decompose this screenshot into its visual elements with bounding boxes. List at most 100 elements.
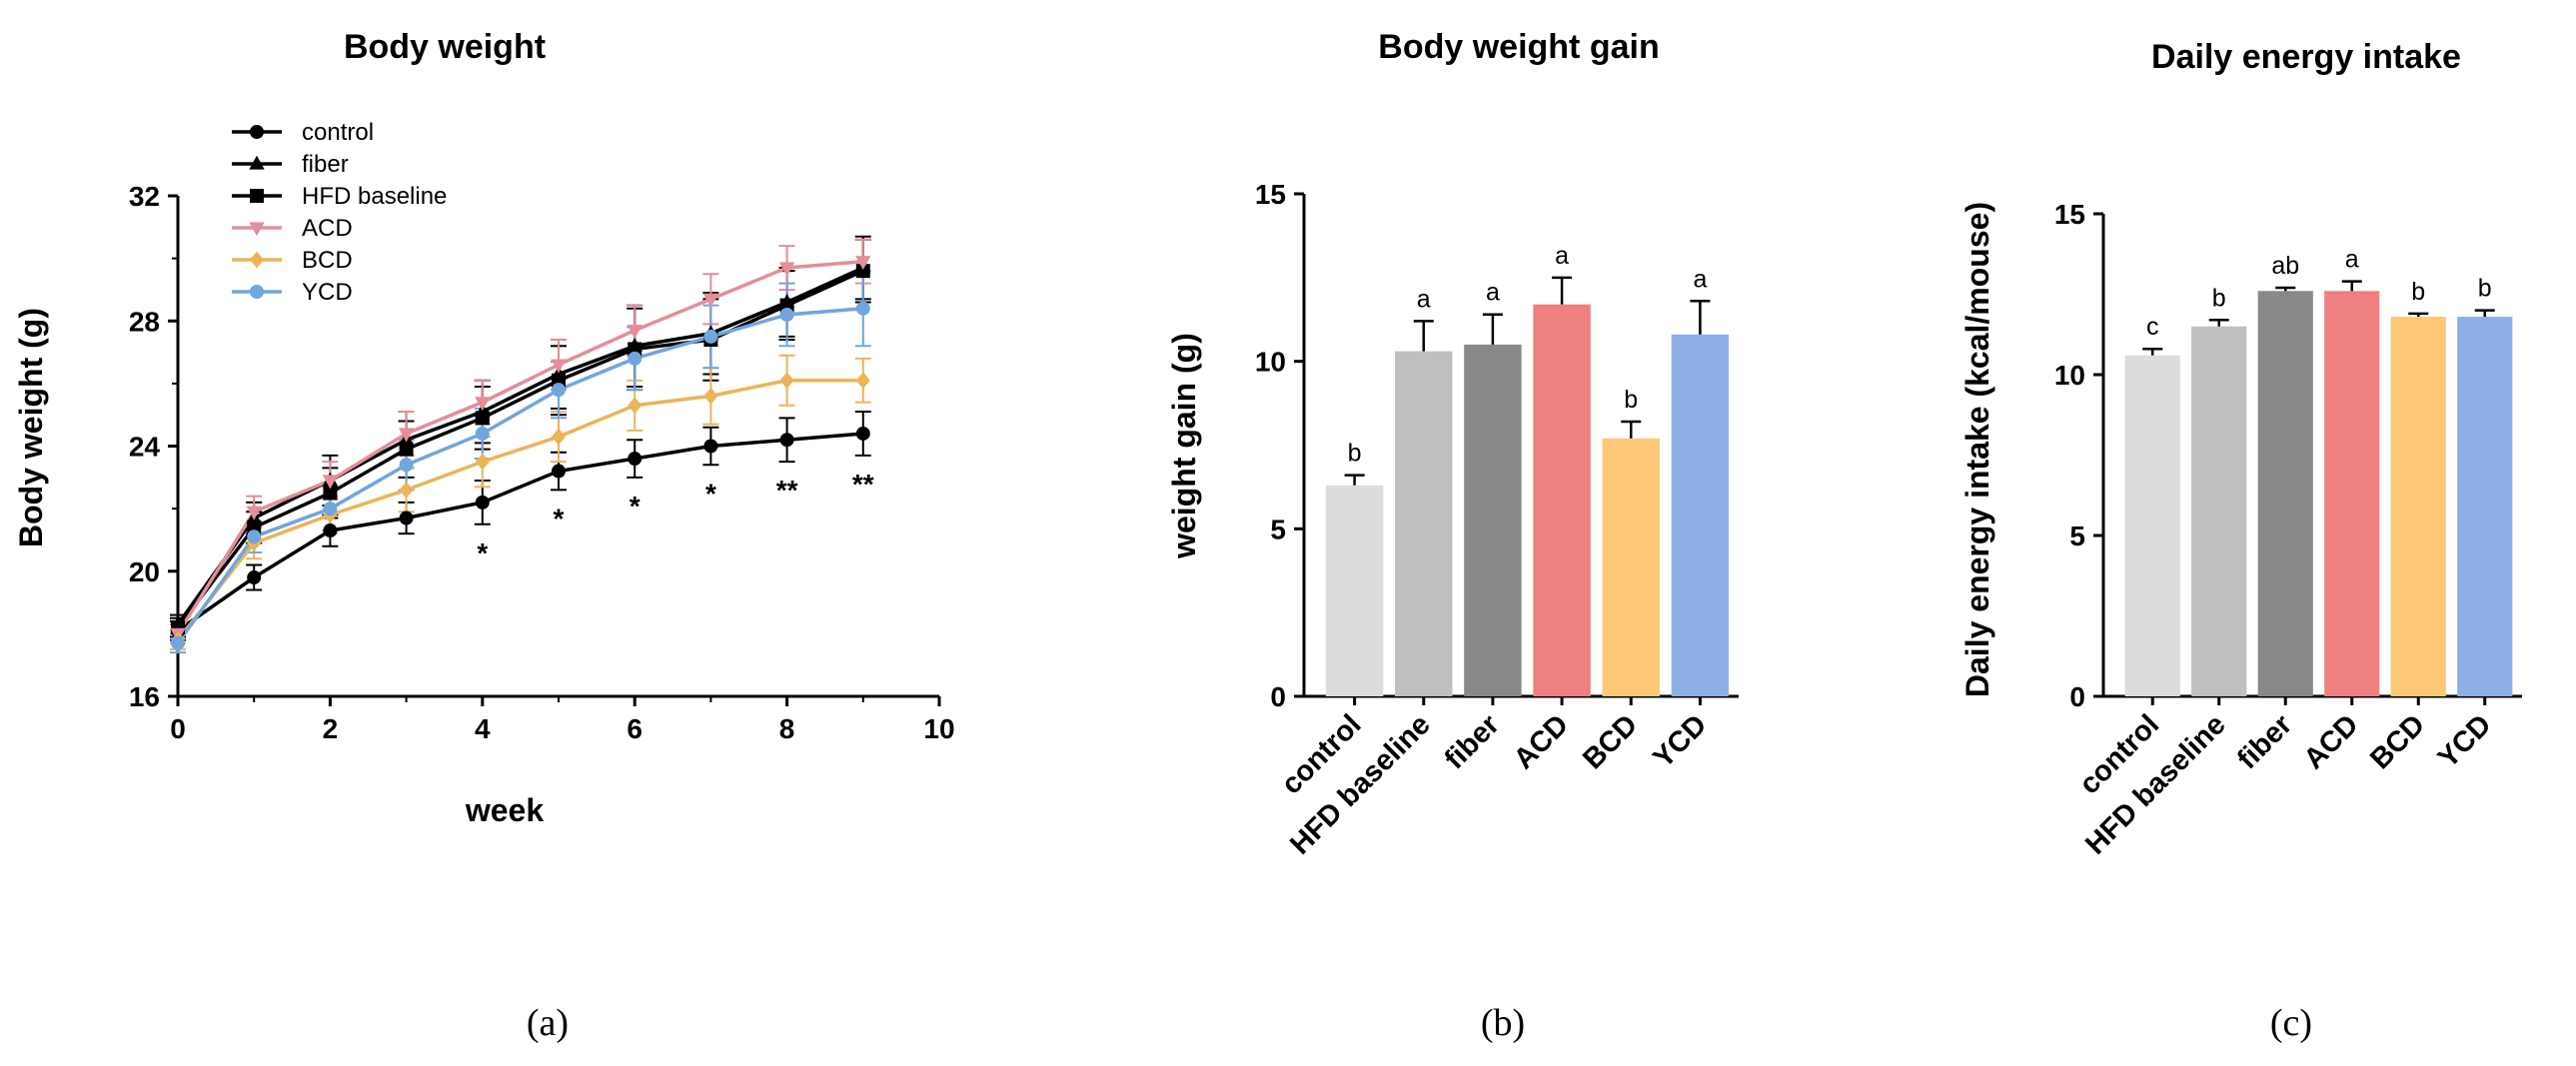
a-line-bcd <box>176 378 863 641</box>
a-point-acd <box>322 475 339 490</box>
panel-a-series-lines <box>176 260 864 644</box>
a-legend-label-acd: ACD <box>302 215 353 242</box>
a-point-bcd <box>703 388 718 405</box>
a-y-tick-label: 20 <box>129 556 160 587</box>
a-legend-label-bcd: BCD <box>302 247 353 274</box>
a-point-bcd <box>628 397 643 415</box>
a-significance-star: * <box>705 478 716 509</box>
c-bar-fiber <box>2257 291 2313 696</box>
b-sig-letter-fiber: a <box>1486 279 1500 307</box>
a-point-acd <box>246 506 262 521</box>
c-y-tick-label: 5 <box>2069 521 2085 551</box>
c-sig-letter-bcd: b <box>2411 278 2425 306</box>
c-category-label-fiber: fiber <box>2231 708 2298 775</box>
panel-a-label: (a) <box>527 1002 569 1044</box>
panel-c-bar-chart: Daily energy intake Daily energy intake … <box>1959 38 2522 1044</box>
b-sig-letter-control: b <box>1348 440 1362 468</box>
b-y-tick-label: 5 <box>1270 514 1286 544</box>
b-y-tick-label: 15 <box>1255 179 1286 210</box>
b-bar-ycd <box>1671 334 1730 696</box>
a-point-acd <box>398 428 415 443</box>
a-point-control <box>703 439 718 454</box>
a-point-control <box>628 452 643 467</box>
b-category-label-acd: ACD <box>1508 708 1575 775</box>
b-y-tick-label: 10 <box>1255 347 1286 378</box>
b-y-tick-label: 0 <box>1270 681 1286 712</box>
a-significance-star: ** <box>852 469 874 500</box>
a-x-tick-label: 6 <box>627 713 643 744</box>
b-sig-letter-ycd: a <box>1693 265 1707 293</box>
panel-c-title: Daily energy intake <box>2151 38 2461 76</box>
a-significance-star: ** <box>776 475 798 506</box>
panel-a-error-bars <box>170 235 871 654</box>
c-category-label-bcd: BCD <box>2364 708 2431 775</box>
a-point-ycd <box>399 458 414 473</box>
c-sig-letter-hfd-baseline: b <box>2212 284 2226 312</box>
a-point-bcd <box>855 372 870 390</box>
b-bar-fiber <box>1464 344 1522 696</box>
c-y-tick-label: 0 <box>2069 681 2085 712</box>
b-category-label-ycd: YCD <box>1647 708 1713 774</box>
a-point-ycd <box>779 307 794 322</box>
c-sig-letter-ycd: b <box>2478 275 2492 303</box>
a-point-bcd <box>779 372 794 390</box>
panel-a-significance-stars: ** * * ** ** <box>477 469 873 568</box>
b-bar-bcd <box>1602 438 1660 696</box>
c-bar-ycd <box>2457 317 2513 696</box>
a-point-control <box>855 426 870 441</box>
b-bar-hfd-baseline <box>1395 351 1453 696</box>
a-line-hfd-baseline <box>176 269 864 629</box>
a-y-tick-label: 16 <box>129 681 160 712</box>
panel-a-x-axis-label: week <box>465 792 544 828</box>
a-legend-marker-hfd-baseline <box>250 189 264 203</box>
a-y-tick-label: 24 <box>129 432 161 463</box>
a-point-ycd <box>855 301 870 316</box>
c-bar-control <box>2124 355 2180 696</box>
c-y-tick-label: 15 <box>2054 199 2085 230</box>
panel-a-markers <box>170 256 871 650</box>
a-point-hfd-baseline <box>855 264 870 279</box>
panel-b-bar-chart: Body weight gain weight gain (g) 0 5 10 15 b… <box>1166 28 1739 1044</box>
c-y-tick-label: 10 <box>2054 360 2085 391</box>
a-legend-marker-bcd <box>250 251 264 269</box>
a-point-control <box>552 464 566 479</box>
c-sig-letter-control: c <box>2146 313 2159 341</box>
b-category-label-bcd: BCD <box>1577 708 1644 775</box>
a-significance-star: * <box>630 491 641 522</box>
a-y-tick-label: 32 <box>129 181 160 212</box>
a-point-bcd <box>399 481 414 499</box>
a-point-acd <box>551 359 567 374</box>
a-significance-star: * <box>477 537 488 568</box>
c-sig-letter-fiber: ab <box>2271 252 2299 280</box>
a-point-control <box>323 524 338 538</box>
a-point-hfd-baseline <box>475 411 490 426</box>
panel-a-y-axis-label: Body weight (g) <box>13 308 49 547</box>
a-legend-marker-acd <box>249 222 265 237</box>
a-point-ycd <box>552 383 566 398</box>
a-point-acd <box>778 262 795 277</box>
a-point-ycd <box>475 426 490 441</box>
panel-c-label: (c) <box>2270 1002 2312 1044</box>
a-x-tick-label: 8 <box>779 713 795 744</box>
a-significance-star: * <box>554 503 565 533</box>
a-point-acd <box>475 397 491 412</box>
a-point-bcd <box>552 428 566 446</box>
panel-a-legend: control fiber HFD baseline ACD BCD YCD <box>232 119 447 306</box>
a-legend-label-control: control <box>302 119 374 146</box>
a-point-control <box>247 570 262 585</box>
b-bar-acd <box>1533 304 1591 696</box>
a-line-acd <box>176 260 863 635</box>
a-x-tick-label: 2 <box>323 713 339 744</box>
panel-b-y-axis-label: weight gain (g) <box>1166 333 1202 559</box>
b-sig-letter-bcd: b <box>1624 386 1638 414</box>
c-bar-acd <box>2324 291 2380 696</box>
a-legend-marker-control <box>250 125 264 139</box>
a-point-ycd <box>247 530 262 544</box>
a-point-ycd <box>703 329 718 344</box>
a-y-tick-label: 28 <box>129 306 160 337</box>
a-point-control <box>399 511 414 526</box>
a-legend-label-ycd: YCD <box>302 279 353 306</box>
